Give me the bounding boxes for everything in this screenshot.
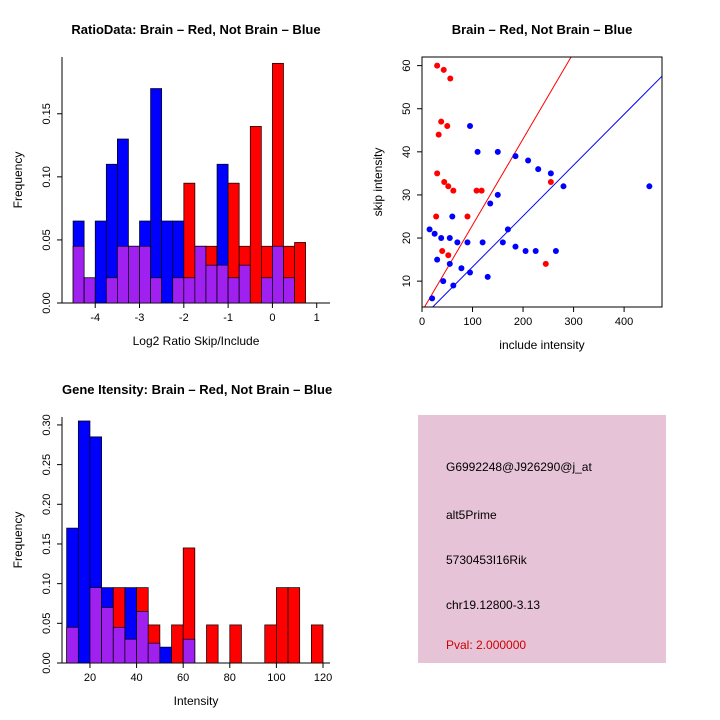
gene-info-box: G6992248@J926290@j_at alt5Prime 5730453I… (418, 415, 666, 663)
svg-text:0.10: 0.10 (41, 166, 53, 187)
svg-text:0.15: 0.15 (41, 103, 53, 124)
svg-text:0.05: 0.05 (41, 613, 53, 634)
svg-text:40: 40 (401, 146, 413, 158)
svg-text:200: 200 (514, 316, 532, 328)
ratio-hist-axes: -4 -3 -2 -1 0 1 0.00 0.05 0.10 0.15 Log2 Ratio Ski… (11, 57, 330, 348)
scatter-plot-region (423, 57, 662, 307)
gene-info-panel: G6992248@J926290@j_at alt5Prime 5730453I… (360, 360, 720, 720)
probe-id-text: G6992248@J926290@j_at (446, 460, 592, 474)
svg-text:-3: -3 (135, 312, 145, 324)
scatter-svg: 0 100 200 300 400 10 20 30 40 50 60 include intensi… (371, 56, 663, 352)
svg-text:-2: -2 (179, 312, 189, 324)
svg-text:120: 120 (314, 672, 332, 684)
svg-text:skip intensity: skip intensity (371, 148, 385, 217)
intensity-scatter-panel: Brain – Red, Not Brain – Blue 0 100 200 300… (360, 0, 720, 360)
svg-text:50: 50 (401, 103, 413, 115)
intensity-scatter-title: Brain – Red, Not Brain – Blue (451, 22, 633, 37)
svg-text:-1: -1 (223, 312, 233, 324)
svg-text:0.05: 0.05 (41, 229, 53, 250)
gene-histogram-panel: Gene Itensity: Brain – Red, Not Brain – … (0, 360, 360, 720)
brain-fit-line (423, 57, 572, 307)
svg-text:0.20: 0.20 (41, 494, 53, 515)
svg-text:0.00: 0.00 (41, 292, 53, 313)
svg-text:Intensity: Intensity (174, 694, 219, 708)
svg-text:400: 400 (615, 316, 633, 328)
intensity-scatter-plot: 0 100 200 300 400 10 20 30 40 50 60 include intensi… (360, 0, 720, 360)
gene-hist-bars (66, 420, 324, 664)
svg-text:60: 60 (401, 59, 413, 71)
svg-text:10: 10 (401, 275, 413, 287)
svg-text:30: 30 (401, 189, 413, 201)
svg-text:40: 40 (130, 672, 142, 684)
ratio-histogram-title: RatioData: Brain – Red, Not Brain – Blue (71, 22, 321, 37)
svg-text:0: 0 (269, 312, 275, 324)
svg-text:-4: -4 (90, 312, 100, 324)
gene-hist-svg: 20 40 60 80 100 120 0.00 0.05 0.10 0.15 0.20 0.25 0.… (11, 414, 332, 708)
svg-text:0.10: 0.10 (41, 573, 53, 594)
brain-red-points (433, 62, 554, 267)
splice-type-text: alt5Prime (446, 508, 497, 522)
not-brain-blue-points (426, 122, 653, 302)
ratio-histogram-panel: RatioData: Brain – Red, Not Brain – Blue… (0, 0, 360, 360)
ratio-histogram-plot: -4 -3 -2 -1 0 1 0.00 0.05 0.10 0.15 Log2 Ratio Ski… (0, 0, 360, 360)
svg-text:0.25: 0.25 (41, 454, 53, 475)
not-brain-fit-line (431, 75, 662, 307)
svg-text:20: 20 (401, 232, 413, 244)
ratio-hist-svg: -4 -3 -2 -1 0 1 0.00 0.05 0.10 0.15 Log2 Ratio Ski… (11, 57, 330, 348)
svg-text:100: 100 (463, 316, 481, 328)
svg-text:0.30: 0.30 (41, 414, 53, 435)
svg-text:Frequency: Frequency (11, 152, 25, 209)
ratio-hist-bars (72, 62, 306, 304)
locus-text: chr19.12800-3.13 (446, 598, 541, 612)
plot-frame (421, 56, 663, 308)
gene-name-text: 5730453I16Rik (446, 553, 527, 567)
svg-text:0: 0 (419, 316, 425, 328)
svg-text:0.15: 0.15 (41, 533, 53, 554)
gene-hist-axes: 20 40 60 80 100 120 0.00 0.05 0.10 0.15 0.20 0.25 0.… (11, 414, 332, 708)
svg-text:300: 300 (564, 316, 582, 328)
pval-text: Pval: 2.000000 (446, 638, 527, 652)
scatter-axes: 0 100 200 300 400 10 20 30 40 50 60 include intensi… (371, 59, 633, 352)
svg-text:1: 1 (314, 312, 320, 324)
svg-text:include intensity: include intensity (499, 338, 584, 352)
svg-text:80: 80 (224, 672, 236, 684)
svg-text:Frequency: Frequency (11, 512, 25, 569)
svg-text:60: 60 (177, 672, 189, 684)
svg-text:0.00: 0.00 (41, 652, 53, 673)
svg-text:Log2 Ratio Skip/Include: Log2 Ratio Skip/Include (133, 334, 260, 348)
svg-text:20: 20 (84, 672, 96, 684)
svg-text:100: 100 (267, 672, 285, 684)
gene-histogram-plot: 20 40 60 80 100 120 0.00 0.05 0.10 0.15 0.20 0.25 0.… (0, 360, 360, 720)
gene-histogram-title: Gene Itensity: Brain – Red, Not Brain – … (62, 382, 333, 397)
